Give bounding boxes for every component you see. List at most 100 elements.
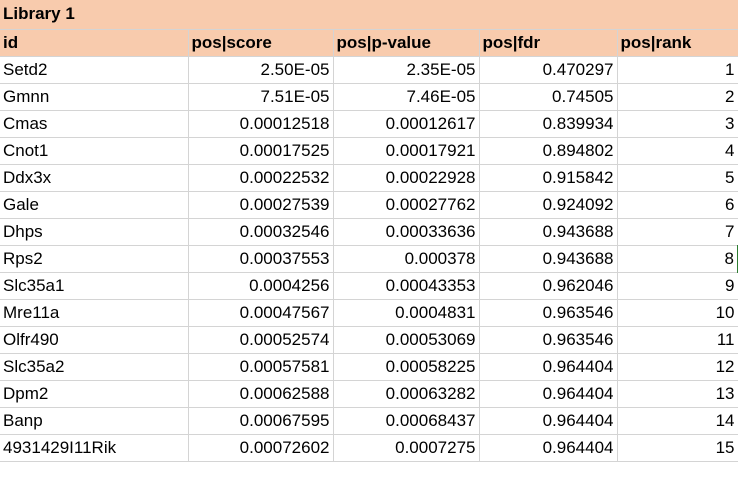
table-row: Olfr490 0.00052574 0.00053069 0.963546 11 — [0, 326, 738, 354]
value-cell[interactable]: 0.964404 — [479, 407, 618, 435]
value-cell[interactable]: 12 — [617, 353, 738, 381]
value-cell[interactable]: 0.00012518 — [188, 110, 334, 138]
table-row: Banp 0.00067595 0.00068437 0.964404 14 — [0, 407, 738, 435]
table-row: Mre11a 0.00047567 0.0004831 0.963546 10 — [0, 299, 738, 327]
table-body: Setd2 2.50E-05 2.35E-05 0.470297 1 Gmnn 7.51E-… — [0, 56, 738, 462]
table-row: 4931429I11Rik 0.00072602 0.0007275 0.964404… — [0, 434, 738, 462]
value-cell[interactable]: 0.00057581 — [188, 353, 334, 381]
table-row: Cnot1 0.00017525 0.00017921 0.894802 4 — [0, 137, 738, 165]
value-cell[interactable]: 7 — [617, 218, 738, 246]
value-cell[interactable]: 14 — [617, 407, 738, 435]
data-table: Library 1 id pos|score pos|p-value pos|f… — [0, 0, 738, 462]
value-cell[interactable]: 13 — [617, 380, 738, 408]
table-row: Gale 0.00027539 0.00027762 0.924092 6 — [0, 191, 738, 219]
value-cell[interactable]: 0.00043353 — [333, 272, 480, 300]
gene-id-cell[interactable]: Ddx3x — [0, 164, 189, 192]
value-cell[interactable]: 0.00067595 — [188, 407, 334, 435]
value-cell[interactable]: 6 — [617, 191, 738, 219]
table-row: Slc35a1 0.0004256 0.00043353 0.962046 9 — [0, 272, 738, 300]
table-row: Setd2 2.50E-05 2.35E-05 0.470297 1 — [0, 56, 738, 84]
value-cell[interactable]: 0.964404 — [479, 353, 618, 381]
value-cell[interactable]: 2.35E-05 — [333, 56, 480, 84]
value-cell[interactable]: 0.00027539 — [188, 191, 334, 219]
value-cell[interactable]: 0.00032546 — [188, 218, 334, 246]
value-cell[interactable]: 0.943688 — [479, 245, 618, 273]
value-cell[interactable]: 3 — [617, 110, 738, 138]
value-cell[interactable]: 0.00017921 — [333, 137, 480, 165]
column-header[interactable]: pos|fdr — [479, 29, 618, 57]
gene-id-cell[interactable]: Slc35a2 — [0, 353, 189, 381]
value-cell[interactable]: 0.915842 — [479, 164, 618, 192]
gene-id-cell[interactable]: Banp — [0, 407, 189, 435]
header-row: id pos|score pos|p-value pos|fdr pos|ran… — [0, 29, 738, 57]
value-cell[interactable]: 0.00063282 — [333, 380, 480, 408]
value-cell[interactable]: 0.963546 — [479, 326, 618, 354]
value-cell[interactable]: 0.00047567 — [188, 299, 334, 327]
value-cell[interactable]: 0.00062588 — [188, 380, 334, 408]
value-cell[interactable]: 0.00072602 — [188, 434, 334, 462]
table-row: Gmnn 7.51E-05 7.46E-05 0.74505 2 — [0, 83, 738, 111]
value-cell[interactable]: 5 — [617, 164, 738, 192]
value-cell[interactable]: 0.924092 — [479, 191, 618, 219]
value-cell[interactable]: 0.894802 — [479, 137, 618, 165]
table-row: Dpm2 0.00062588 0.00063282 0.964404 13 — [0, 380, 738, 408]
gene-id-cell[interactable]: Olfr490 — [0, 326, 189, 354]
value-cell[interactable]: 0.0004256 — [188, 272, 334, 300]
value-cell[interactable]: 0.00053069 — [333, 326, 480, 354]
value-cell[interactable]: 0.000378 — [333, 245, 480, 273]
gene-id-cell[interactable]: Cmas — [0, 110, 189, 138]
gene-id-cell[interactable]: Gale — [0, 191, 189, 219]
value-cell[interactable]: 0.943688 — [479, 218, 618, 246]
gene-id-cell[interactable]: Rps2 — [0, 245, 189, 273]
gene-id-cell[interactable]: Cnot1 — [0, 137, 189, 165]
column-header[interactable]: pos|score — [188, 29, 334, 57]
value-cell[interactable]: 0.0004831 — [333, 299, 480, 327]
column-header[interactable]: pos|p-value — [333, 29, 480, 57]
value-cell[interactable]: 11 — [617, 326, 738, 354]
gene-id-cell[interactable]: Slc35a1 — [0, 272, 189, 300]
gene-id-cell[interactable]: Gmnn — [0, 83, 189, 111]
value-cell[interactable]: 2.50E-05 — [188, 56, 334, 84]
table-row: Ddx3x 0.00022532 0.00022928 0.915842 5 — [0, 164, 738, 192]
gene-id-cell[interactable]: 4931429I11Rik — [0, 434, 189, 462]
value-cell[interactable]: 8 — [617, 245, 738, 273]
value-cell[interactable]: 0.74505 — [479, 83, 618, 111]
value-cell[interactable]: 0.00033636 — [333, 218, 480, 246]
value-cell[interactable]: 10 — [617, 299, 738, 327]
value-cell[interactable]: 0.00037553 — [188, 245, 334, 273]
value-cell[interactable]: 7.46E-05 — [333, 83, 480, 111]
gene-id-cell[interactable]: Dpm2 — [0, 380, 189, 408]
value-cell[interactable]: 0.00027762 — [333, 191, 480, 219]
value-cell[interactable]: 7.51E-05 — [188, 83, 334, 111]
title-row: Library 1 — [0, 0, 738, 30]
value-cell[interactable]: 1 — [617, 56, 738, 84]
value-cell[interactable]: 4 — [617, 137, 738, 165]
value-cell[interactable]: 0.00017525 — [188, 137, 334, 165]
value-cell[interactable]: 0.839934 — [479, 110, 618, 138]
table-title[interactable]: Library 1 — [0, 0, 738, 30]
value-cell[interactable]: 0.00022532 — [188, 164, 334, 192]
value-cell[interactable]: 9 — [617, 272, 738, 300]
value-cell[interactable]: 0.964404 — [479, 434, 618, 462]
value-cell[interactable]: 0.962046 — [479, 272, 618, 300]
gene-id-cell[interactable]: Dhps — [0, 218, 189, 246]
column-header[interactable]: id — [0, 29, 189, 57]
table-row: Rps2 0.00037553 0.000378 0.943688 8 — [0, 245, 738, 273]
value-cell[interactable]: 0.0007275 — [333, 434, 480, 462]
value-cell[interactable]: 2 — [617, 83, 738, 111]
value-cell[interactable]: 15 — [617, 434, 738, 462]
value-cell[interactable]: 0.00052574 — [188, 326, 334, 354]
value-cell[interactable]: 0.00022928 — [333, 164, 480, 192]
value-cell[interactable]: 0.00068437 — [333, 407, 480, 435]
table-row: Slc35a2 0.00057581 0.00058225 0.964404 12 — [0, 353, 738, 381]
value-cell[interactable]: 0.00012617 — [333, 110, 480, 138]
table-row: Cmas 0.00012518 0.00012617 0.839934 3 — [0, 110, 738, 138]
value-cell[interactable]: 0.963546 — [479, 299, 618, 327]
value-cell[interactable]: 0.470297 — [479, 56, 618, 84]
column-header[interactable]: pos|rank — [617, 29, 738, 57]
value-cell[interactable]: 0.00058225 — [333, 353, 480, 381]
gene-id-cell[interactable]: Setd2 — [0, 56, 189, 84]
gene-id-cell[interactable]: Mre11a — [0, 299, 189, 327]
value-cell[interactable]: 0.964404 — [479, 380, 618, 408]
